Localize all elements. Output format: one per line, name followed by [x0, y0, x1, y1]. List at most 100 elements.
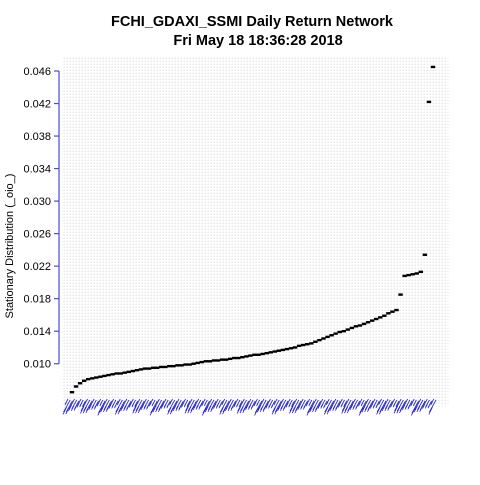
data-point: [378, 316, 383, 319]
x-tick-label-mark: [215, 399, 221, 409]
data-point: [102, 374, 107, 378]
x-tick-label-mark: [302, 400, 308, 410]
x-tick-label-mark: [219, 399, 228, 415]
data-point: [329, 334, 334, 337]
data-point: [418, 270, 424, 274]
x-tick-label-mark: [396, 399, 404, 414]
data-point: [382, 314, 387, 317]
x-tick-label-mark: [325, 398, 330, 406]
x-tick-label-mark: [270, 400, 276, 409]
x-tick-label-mark: [288, 399, 293, 408]
data-point: [325, 335, 330, 339]
x-tick-label-mark: [346, 400, 354, 414]
x-tick-label-mark: [224, 398, 232, 412]
x-tick-label-mark: [317, 398, 324, 409]
x-tick-label-mark: [169, 400, 178, 415]
x-tick-label-mark: [187, 399, 195, 414]
data-point: [171, 364, 176, 368]
data-point: [207, 360, 213, 363]
x-tick-label-mark: [300, 399, 306, 410]
x-tick-label-mark: [242, 400, 250, 414]
data-points: [69, 65, 436, 394]
data-point: [361, 322, 367, 326]
x-tick-label-mark: [411, 400, 419, 416]
y-tick-label: 0.042: [23, 99, 51, 111]
x-tick-label-mark: [236, 399, 241, 408]
x-tick-label-mark: [227, 399, 234, 411]
data-point: [272, 350, 278, 353]
x-tick-label-mark: [387, 400, 393, 411]
data-point: [422, 253, 428, 256]
x-tick-label-mark: [384, 399, 391, 411]
x-tick-label-mark: [250, 400, 256, 410]
x-tick-label-mark: [111, 399, 117, 409]
data-point: [256, 353, 261, 356]
x-tick-label-mark: [160, 398, 167, 409]
x-tick-label-mark: [323, 400, 328, 409]
data-point: [276, 349, 282, 352]
x-tick-label-mark: [172, 398, 180, 412]
data-point: [268, 351, 273, 354]
x-tick-label-mark: [148, 398, 154, 407]
x-tick-label-mark: [297, 398, 304, 410]
data-point: [264, 351, 269, 355]
data-point: [154, 366, 160, 369]
x-tick-label-mark: [393, 398, 402, 414]
x-tick-label-mark: [210, 400, 217, 412]
x-tick-label-mark: [427, 400, 432, 409]
data-point: [187, 363, 192, 366]
data-point: [110, 373, 115, 376]
data-point: [159, 365, 164, 369]
data-point: [426, 100, 432, 104]
x-tick-label-mark: [192, 398, 200, 410]
x-tick-label-mark: [273, 398, 278, 406]
data-point: [69, 390, 75, 394]
data-point: [321, 337, 326, 340]
x-tick-label-mark: [190, 400, 197, 414]
data-point: [179, 364, 184, 367]
x-tick-label-mark: [125, 400, 132, 411]
x-tick-label-mark: [178, 400, 184, 411]
data-point: [240, 356, 245, 359]
x-tick-label-mark: [245, 398, 252, 410]
x-tick-label-mark: [137, 400, 145, 414]
data-point: [386, 312, 391, 315]
data-point: [114, 372, 119, 375]
x-tick-label-mark: [291, 399, 300, 414]
x-tick-label-mark: [312, 399, 319, 413]
data-point: [191, 362, 196, 365]
x-tick-label-mark: [326, 400, 335, 415]
data-point: [150, 366, 156, 369]
x-tick-label-mark: [358, 398, 363, 407]
x-tick-label-mark: [257, 398, 265, 413]
x-tick-label-mark: [117, 400, 125, 415]
x-tick-label-mark: [166, 400, 171, 409]
x-tick-label-mark: [108, 398, 115, 409]
x-tick-label-mark: [335, 400, 341, 411]
y-tick-label: 0.010: [23, 359, 51, 371]
data-point: [183, 363, 188, 366]
data-point: [86, 377, 91, 381]
x-tick-label-mark: [428, 399, 437, 415]
x-tick-label-mark: [116, 398, 121, 406]
x-tick-label-mark: [140, 398, 147, 410]
x-tick-label-mark: [419, 400, 426, 412]
data-point: [199, 360, 204, 364]
x-tick-label-mark: [282, 400, 289, 411]
x-tick-label-mark: [390, 398, 395, 408]
x-tick-label-mark: [340, 399, 345, 408]
x-tick-label-mark: [239, 399, 247, 414]
x-tick-label-mark: [410, 398, 415, 407]
x-tick-labels: [62, 398, 437, 416]
x-tick-label-mark: [120, 398, 128, 412]
data-point: [414, 272, 419, 275]
x-tick-label-mark: [85, 400, 93, 414]
data-point: [211, 359, 217, 362]
data-point: [406, 273, 411, 277]
data-point: [134, 369, 140, 372]
x-tick-label-mark: [128, 398, 134, 408]
data-point: [227, 357, 233, 361]
data-point: [232, 356, 237, 360]
